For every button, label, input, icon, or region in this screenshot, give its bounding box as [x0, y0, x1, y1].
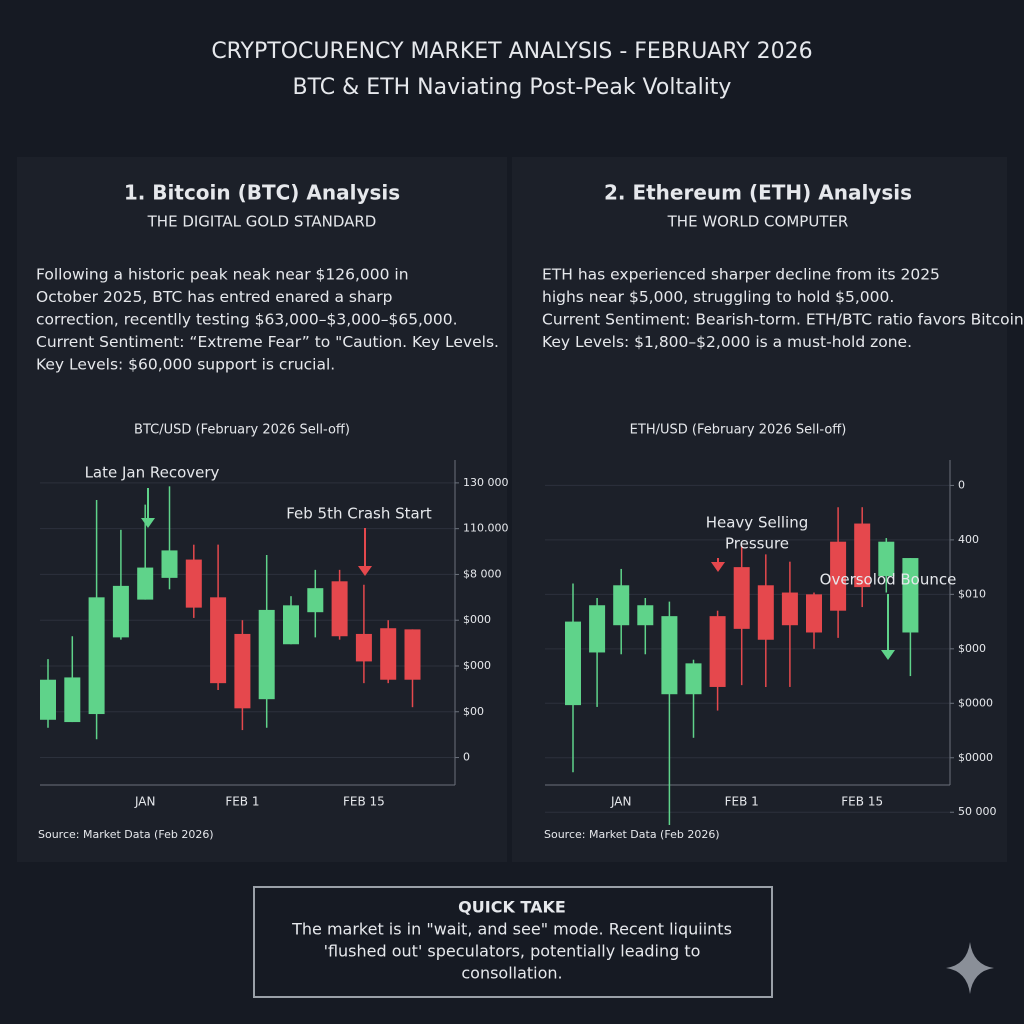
candle-body [331, 581, 348, 637]
panel-body-line: Key Levels: $1,800–$2,000 is a must-hold… [542, 333, 912, 351]
panel-body-line: ETH has experienced sharper decline from… [542, 266, 940, 284]
candle-body [137, 567, 154, 600]
annotation-text: Oversolod Bounce [820, 571, 957, 589]
candle-body [878, 541, 895, 577]
y-tick-label: $000 [463, 613, 491, 626]
panel-body-line: highs near $5,000, struggling to hold $5… [542, 288, 894, 306]
candle-body [210, 597, 227, 684]
panel-heading: 1. Bitcoin (BTC) Analysis [124, 181, 400, 205]
annotation-text: Pressure [725, 535, 789, 553]
candle-body [709, 616, 726, 687]
candle-body [234, 633, 251, 709]
candle-body [781, 592, 798, 626]
panel-body-line: Following a historic peak neak near $126… [36, 266, 409, 284]
candle-body [112, 585, 129, 638]
x-tick-label: FEB 1 [725, 795, 759, 809]
page-subtitle: BTC & ETH Naviating Post-Peak Voltality [293, 75, 732, 100]
candle-body [661, 616, 678, 695]
x-tick-label: FEB 1 [225, 795, 259, 809]
annotation-arrowhead [881, 650, 895, 660]
panel-body-line: Key Levels: $60,000 support is crucial. [36, 356, 335, 374]
quick-take-title: QUICK TAKE [458, 898, 566, 917]
annotation-text: Feb 5th Crash Start [286, 505, 432, 523]
quick-take-box [253, 886, 773, 998]
candle-body [380, 628, 397, 680]
y-tick-label: 400 [958, 533, 979, 546]
candle-body [733, 567, 750, 629]
quick-take-line: consollation. [461, 964, 562, 983]
candle-body [757, 585, 774, 640]
candle-body [404, 629, 421, 680]
y-tick-label: $000 [463, 659, 491, 672]
candle-body [830, 541, 847, 611]
candle-body [902, 558, 919, 633]
candle-body [307, 588, 324, 613]
candle-body [685, 663, 702, 695]
panel-body-line: correction, recentlly testing $63,000–$3… [36, 311, 458, 329]
annotation-arrowhead [141, 518, 155, 528]
annotation-arrowhead [711, 562, 725, 572]
quick-take-line: 'flushed out' speculators, potentially l… [324, 942, 701, 961]
y-tick-label: 50 000 [958, 805, 997, 818]
candle-body [589, 605, 606, 653]
candle-body [161, 550, 178, 578]
panel-body-line: October 2025, BTC has entred enared a sh… [36, 288, 393, 306]
y-tick-label: 130 000 [463, 476, 509, 489]
candle-body [637, 605, 654, 626]
chart-title: BTC/USD (February 2026 Sell-off) [134, 423, 350, 438]
x-tick-label: JAN [134, 795, 156, 809]
panel-body-line: Current Sentiment: Bearish-torm. ETH/BTC… [542, 311, 1024, 329]
candle-body [806, 594, 822, 633]
y-tick-label: $00 [463, 705, 484, 718]
chart-title: ETH/USD (February 2026 Sell-off) [630, 423, 847, 438]
candle-body [88, 597, 105, 715]
candle-body [355, 633, 372, 662]
y-tick-label: $010 [958, 587, 986, 600]
quick-take-line: The market is in "wait, and see" mode. R… [291, 920, 732, 939]
source-note: Source: Market Data (Feb 2026) [544, 828, 720, 841]
y-tick-label: $0000 [958, 751, 993, 764]
candle-body [40, 679, 56, 720]
x-tick-label: FEB 15 [343, 795, 385, 809]
candle-body [854, 523, 871, 588]
panel-tagline: THE WORLD COMPUTER [667, 213, 849, 231]
btc-panel [17, 157, 507, 862]
y-tick-label: $8 000 [463, 567, 502, 580]
annotation-text: Late Jan Recovery [85, 464, 220, 482]
candle-body [258, 609, 275, 700]
y-tick-label: $000 [958, 642, 986, 655]
candle-body [565, 621, 581, 706]
annotation-text: Heavy Selling [706, 514, 809, 532]
candle-body [283, 605, 299, 645]
x-tick-label: FEB 15 [841, 795, 883, 809]
panel-heading: 2. Ethereum (ETH) Analysis [604, 181, 912, 205]
panel-tagline: THE DIGITAL GOLD STANDARD [147, 213, 377, 231]
x-tick-label: JAN [610, 795, 632, 809]
sparkle-icon [946, 942, 994, 994]
y-tick-label: $0000 [958, 696, 993, 709]
eth-panel [512, 157, 1007, 862]
page-title: CRYPTOCURENCY MARKET ANALYSIS - FEBRUARY… [211, 39, 812, 64]
source-note: Source: Market Data (Feb 2026) [38, 828, 214, 841]
annotation-arrowhead [358, 566, 372, 576]
panel-body-line: Current Sentiment: “Extreme Fear” to "Ca… [36, 333, 499, 351]
y-tick-label: 0 [463, 751, 470, 764]
y-tick-label: 0 [958, 478, 965, 491]
candle-body [613, 585, 630, 626]
candle-body [185, 559, 202, 608]
candle-body [64, 677, 81, 723]
y-tick-label: 110.000 [463, 522, 509, 535]
